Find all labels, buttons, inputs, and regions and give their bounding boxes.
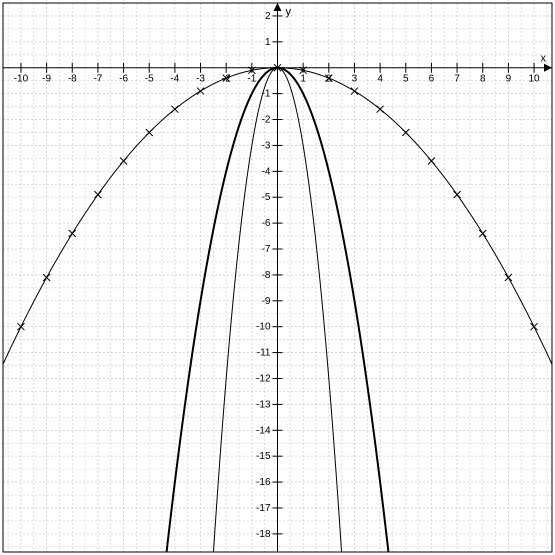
svg-text:-7: -7 — [262, 244, 271, 255]
svg-text:-13: -13 — [256, 399, 271, 410]
svg-text:9: 9 — [506, 74, 512, 85]
svg-text:-10: -10 — [14, 74, 29, 85]
svg-text:-14: -14 — [256, 425, 271, 436]
svg-text:-3: -3 — [262, 140, 271, 151]
svg-text:6: 6 — [429, 74, 435, 85]
svg-text:-2: -2 — [262, 115, 271, 126]
svg-text:-18: -18 — [256, 529, 271, 540]
svg-text:10: 10 — [528, 74, 540, 85]
svg-text:8: 8 — [480, 74, 486, 85]
svg-text:-1: -1 — [247, 74, 256, 85]
svg-text:-8: -8 — [68, 74, 77, 85]
svg-text:-5: -5 — [145, 74, 154, 85]
svg-text:-11: -11 — [257, 348, 271, 359]
svg-text:-5: -5 — [262, 192, 271, 203]
svg-text:-6: -6 — [262, 218, 271, 229]
svg-text:-4: -4 — [170, 74, 179, 85]
svg-text:-4: -4 — [262, 166, 271, 177]
svg-text:-17: -17 — [256, 503, 271, 514]
svg-text:5: 5 — [403, 74, 409, 85]
svg-text:-9: -9 — [42, 74, 51, 85]
svg-text:-12: -12 — [256, 373, 271, 384]
svg-text:-6: -6 — [119, 74, 128, 85]
svg-text:x: x — [541, 53, 547, 65]
chart-canvas: -10-9-8-7-6-5-4-3-2-112345678910-18-17-1… — [0, 0, 555, 555]
svg-text:-7: -7 — [93, 74, 102, 85]
parabola-chart: -10-9-8-7-6-5-4-3-2-112345678910-18-17-1… — [0, 0, 555, 555]
svg-text:2: 2 — [265, 11, 271, 22]
svg-text:-8: -8 — [262, 270, 271, 281]
svg-text:1: 1 — [300, 74, 306, 85]
svg-text:3: 3 — [352, 74, 358, 85]
svg-text:-15: -15 — [256, 451, 271, 462]
svg-text:-16: -16 — [256, 477, 271, 488]
svg-text:1: 1 — [265, 37, 271, 48]
svg-text:y: y — [286, 6, 292, 18]
svg-text:7: 7 — [454, 74, 460, 85]
svg-text:-10: -10 — [256, 322, 271, 333]
svg-text:-3: -3 — [196, 74, 205, 85]
svg-text:-9: -9 — [262, 296, 271, 307]
svg-text:4: 4 — [377, 74, 383, 85]
